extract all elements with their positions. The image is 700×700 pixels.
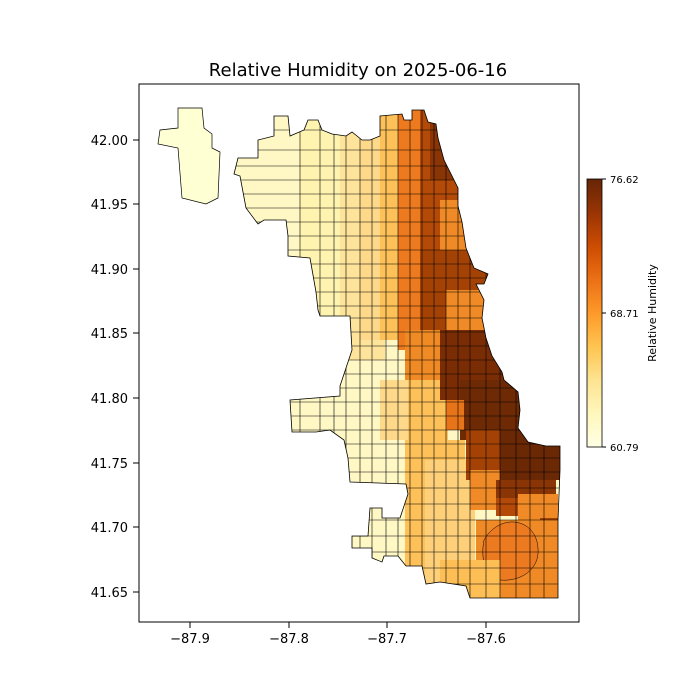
colorbar <box>586 178 603 448</box>
y-tick-label: 41.80 <box>91 392 128 407</box>
x-tick-label: −87.7 <box>367 632 407 647</box>
colorbar-tick-label: 76.62 <box>610 175 639 186</box>
y-tick-label: 41.65 <box>91 586 128 601</box>
y-tick-label: 42.00 <box>91 134 128 149</box>
y-tick-label: 41.90 <box>91 263 128 278</box>
x-tick-label: −87.9 <box>170 632 210 647</box>
colorbar-tick-label: 60.79 <box>610 443 639 454</box>
y-tick-label: 41.70 <box>91 521 128 536</box>
colorbar-tick-label: 68.71 <box>610 309 639 320</box>
x-tick-label: −87.8 <box>269 632 309 647</box>
y-tick-label: 41.75 <box>91 457 128 472</box>
colorbar-ticks <box>602 178 606 448</box>
x-axis <box>189 622 487 628</box>
colorbar-label: Relative Humidity <box>646 264 659 362</box>
map-axes-frame <box>138 83 580 623</box>
x-tick-label: −87.6 <box>466 632 506 647</box>
y-tick-label: 41.95 <box>91 198 128 213</box>
y-axis <box>133 139 139 593</box>
ohare-region <box>157 107 221 205</box>
y-tick-label: 41.85 <box>91 327 128 342</box>
map-title: Relative Humidity on 2025-06-16 <box>209 60 507 81</box>
